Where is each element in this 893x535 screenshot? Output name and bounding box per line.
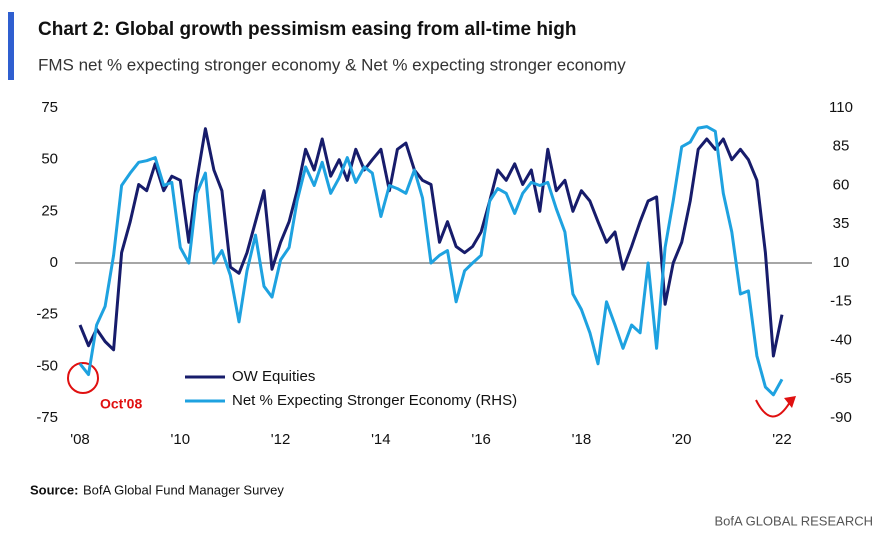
y-tick-label: 0 (50, 254, 58, 271)
legend-label: Net % Expecting Stronger Economy (RHS) (232, 392, 517, 409)
annotation-arrow (755, 399, 791, 418)
x-tick-label: '10 (171, 431, 191, 448)
y-tick-label: -50 (36, 357, 58, 374)
source-label: Source: (30, 482, 78, 497)
y2-tick-label: 35 (833, 215, 850, 232)
x-tick-label: '12 (271, 431, 291, 448)
series-line (78, 125, 784, 397)
footer: BofA GLOBAL RESEARCH (715, 513, 873, 528)
y-tick-label: 50 (41, 151, 58, 168)
arrow-head (784, 396, 796, 408)
y2-tick-label: 60 (833, 176, 850, 193)
x-tick-label: '20 (672, 431, 692, 448)
y2-tick-label: -90 (830, 409, 852, 426)
y-tick-label: -25 (36, 306, 58, 323)
x-tick-label: '08 (70, 431, 90, 448)
x-tick-label: '14 (371, 431, 391, 448)
y2-tick-label: -15 (830, 293, 852, 310)
chart-subtitle: FMS net % expecting stronger economy & N… (38, 55, 626, 74)
y2-tick-label: 10 (833, 254, 850, 271)
y-tick-label: 25 (41, 202, 58, 219)
y2-tick-label: -65 (830, 370, 852, 387)
series-line (78, 127, 784, 358)
title-bar (8, 12, 14, 80)
chart-title: Chart 2: Global growth pessimism easing … (38, 19, 576, 40)
x-tick-label: '22 (772, 431, 792, 448)
highlight-circle (67, 362, 99, 394)
source: BofA Global Fund Manager Survey (83, 482, 284, 497)
legend-label: OW Equities (232, 368, 315, 385)
annotation: Oct'08 (100, 396, 142, 412)
x-tick-label: '16 (471, 431, 491, 448)
y2-tick-label: -40 (830, 331, 852, 348)
y2-tick-label: 110 (829, 99, 853, 116)
y2-tick-label: 85 (833, 138, 850, 155)
x-tick-label: '18 (572, 431, 592, 448)
y-tick-label: -75 (36, 409, 58, 426)
y-tick-label: 75 (41, 99, 58, 116)
